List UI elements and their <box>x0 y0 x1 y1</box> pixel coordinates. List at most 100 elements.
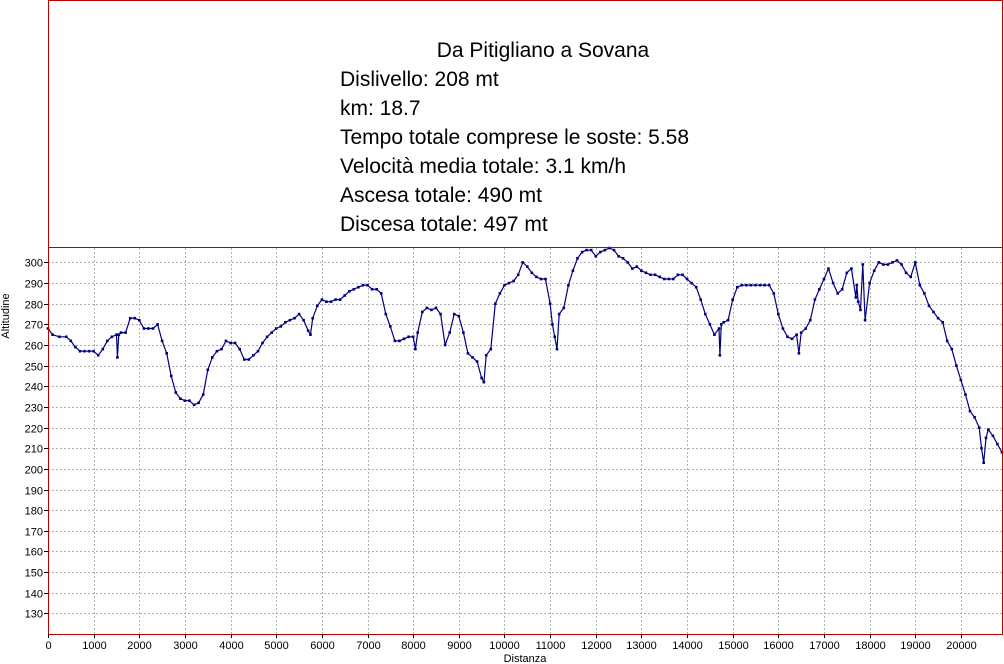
elevation-point <box>918 283 922 287</box>
elevation-point <box>471 356 474 359</box>
elevation-point <box>720 323 723 326</box>
elevation-point <box>772 292 776 295</box>
elevation-point <box>480 376 483 380</box>
elevation-point <box>128 316 132 320</box>
elevation-point <box>316 304 319 308</box>
x-tick-label: 2000 <box>127 640 151 652</box>
elevation-point <box>306 329 310 332</box>
elevation-point <box>96 354 100 357</box>
elevation-point <box>731 298 734 301</box>
elevation-point <box>722 321 725 324</box>
elevation-point <box>594 255 598 258</box>
elevation-point <box>950 347 954 351</box>
x-tick-label: 18000 <box>855 640 886 652</box>
elevation-point <box>790 337 794 341</box>
elevation-point <box>452 312 456 316</box>
elevation-point <box>539 277 543 281</box>
elevation-point <box>557 312 561 316</box>
elevation-point <box>850 267 853 270</box>
elevation-point <box>494 302 497 305</box>
stat-discesa: Discesa totale: 497 mt <box>340 213 548 236</box>
elevation-point <box>649 273 652 277</box>
elevation-point <box>498 292 502 295</box>
elevation-point <box>252 354 255 357</box>
elevation-point <box>293 316 296 320</box>
x-tick-label: 10000 <box>489 640 520 652</box>
elevation-point <box>617 255 620 258</box>
elevation-point <box>389 325 392 328</box>
elevation-point <box>945 339 949 343</box>
x-tick-label: 7000 <box>356 640 380 652</box>
y-tick-label: 200 <box>25 465 43 477</box>
elevation-point <box>151 327 155 330</box>
elevation-point <box>215 349 219 353</box>
elevation-point <box>941 321 944 324</box>
elevation-point <box>160 339 164 343</box>
elevation-point <box>101 347 105 351</box>
elevation-point <box>115 333 118 336</box>
x-tick-label: 16000 <box>763 640 794 652</box>
elevation-point <box>229 341 232 345</box>
elevation-point <box>576 257 579 260</box>
y-tick-label: 240 <box>25 382 43 394</box>
elevation-point <box>551 323 554 326</box>
header-box <box>48 0 1003 248</box>
elevation-point <box>548 302 552 305</box>
elevation-point <box>717 327 721 330</box>
elevation-point <box>256 349 260 353</box>
y-tick-label: 160 <box>25 547 43 559</box>
elevation-point <box>726 318 730 322</box>
stat-dislivello: Dislivello: 208 mt <box>340 68 499 91</box>
elevation-point <box>489 347 493 351</box>
elevation-point <box>740 283 744 287</box>
elevation-point <box>274 327 278 330</box>
elevation-point <box>980 446 983 450</box>
y-tick-label: 180 <box>25 506 43 518</box>
stat-velocita: Velocità media totale: 3.1 km/h <box>340 155 626 178</box>
elevation-point <box>704 312 707 316</box>
elevation-point <box>822 277 826 281</box>
x-tick-label: 17000 <box>809 640 840 652</box>
elevation-point <box>58 335 61 339</box>
x-tick-label: 12000 <box>581 640 612 652</box>
elevation-point <box>831 281 835 285</box>
elevation-point <box>402 337 406 341</box>
elevation-point <box>530 271 534 275</box>
elevation-point <box>142 327 146 330</box>
elevation-point <box>211 356 214 359</box>
x-tick-label: 9000 <box>447 640 471 652</box>
elevation-point <box>626 261 629 264</box>
elevation-point <box>233 341 237 345</box>
elevation-point <box>982 461 985 464</box>
elevation-point <box>745 283 748 287</box>
y-tick-label: 260 <box>25 341 43 353</box>
elevation-point <box>482 380 486 384</box>
elevation-point <box>863 318 867 322</box>
elevation-point <box>320 298 324 301</box>
elevation-point <box>936 316 940 320</box>
chart-title: Da Pitigliano a Sovana <box>437 39 650 62</box>
elevation-point <box>631 267 634 270</box>
elevation-point <box>206 368 210 372</box>
elevation-point <box>507 281 511 285</box>
elevation-point <box>781 327 785 330</box>
elevation-point <box>877 261 881 264</box>
elevation-point <box>279 325 283 328</box>
elevation-point <box>411 335 415 339</box>
elevation-point <box>475 360 479 363</box>
elevation-point <box>886 263 890 266</box>
elevation-point <box>265 335 269 339</box>
elevation-point <box>414 347 417 351</box>
elevation-point <box>599 250 602 254</box>
x-axis-label: Distanza <box>504 653 548 664</box>
elevation-point <box>855 283 859 287</box>
elevation-point <box>895 259 899 262</box>
y-tick-label: 210 <box>25 444 43 456</box>
elevation-point <box>87 349 91 353</box>
elevation-point <box>270 331 273 334</box>
elevation-point <box>421 310 424 314</box>
elevation-point <box>635 265 639 268</box>
elevation-point <box>658 275 661 279</box>
y-tick-label: 280 <box>25 300 43 312</box>
elevation-point <box>555 347 559 351</box>
